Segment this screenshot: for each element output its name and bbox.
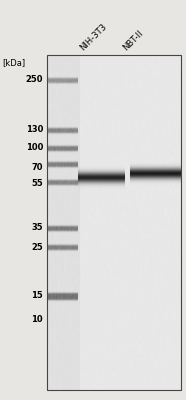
- Text: 70: 70: [31, 162, 43, 172]
- Text: [kDa]: [kDa]: [2, 58, 25, 67]
- Text: 10: 10: [31, 314, 43, 324]
- Text: 25: 25: [31, 242, 43, 252]
- Text: 15: 15: [31, 292, 43, 300]
- Text: NBT-II: NBT-II: [122, 28, 145, 52]
- Bar: [47, 55, 181, 390]
- Text: 250: 250: [25, 76, 43, 84]
- Text: 35: 35: [31, 224, 43, 232]
- Text: NIH-3T3: NIH-3T3: [79, 22, 109, 52]
- Text: 100: 100: [26, 144, 43, 152]
- Text: 55: 55: [31, 178, 43, 188]
- Text: 130: 130: [26, 126, 43, 134]
